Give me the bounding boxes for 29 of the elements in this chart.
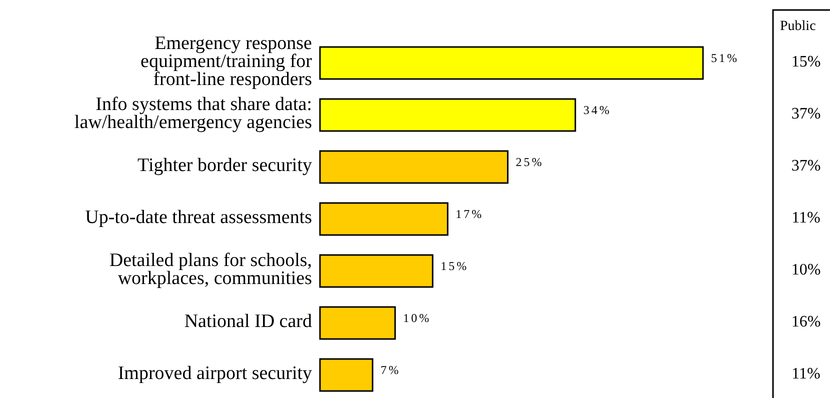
text: 10%	[791, 262, 821, 279]
text: 37%	[791, 106, 821, 123]
data-label: 34%	[583, 102, 612, 117]
data-label: 7%	[380, 362, 401, 377]
text: 15%	[791, 54, 821, 71]
y-tick-label: Improved airport security	[118, 363, 312, 384]
bar	[319, 46, 704, 80]
bar	[319, 306, 396, 340]
y-tick-label: Detailed plans for schools, workplaces, communities	[109, 250, 312, 290]
y-tick-label: Info systems that share data: law/health/emergency agencies	[74, 94, 312, 134]
y-tick-label: Tighter border security	[138, 155, 312, 176]
text: 11%	[792, 210, 820, 227]
data-label: 17%	[456, 206, 484, 221]
bar	[319, 202, 448, 236]
y-tick-label: Up-to-date threat assessments	[85, 207, 312, 228]
y-tick-label: National ID card	[184, 311, 312, 332]
bar	[319, 358, 374, 392]
text: Public	[780, 19, 816, 34]
data-label: 10%	[403, 310, 432, 325]
bar	[319, 150, 508, 184]
data-label: 25%	[516, 154, 544, 169]
bar	[319, 98, 576, 132]
y-tick-label: Emergency response equipment/training for front-line responders	[140, 33, 313, 90]
text: 11%	[792, 366, 820, 383]
data-label: 15%	[440, 258, 469, 273]
data-label: 51%	[711, 50, 739, 65]
bar	[319, 254, 434, 288]
text: 16%	[791, 314, 821, 331]
text: 37%	[791, 158, 821, 175]
